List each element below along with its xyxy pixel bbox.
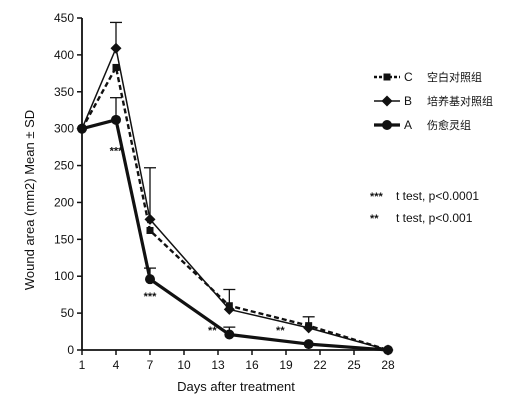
legend-marker-a <box>382 120 392 130</box>
data-point-a <box>224 329 235 340</box>
series-markers <box>76 42 394 356</box>
error-bars <box>110 21 315 335</box>
y-tick-label: 400 <box>54 48 74 62</box>
significance-label: *** <box>110 145 124 157</box>
axes: 0 50 100 150 200 250 300 350 400 450 1 4 7 10 13 16 19 2… <box>54 11 395 372</box>
legend-key-c: C <box>404 70 413 84</box>
y-tick-label: 50 <box>61 306 75 320</box>
legend-key-b: B <box>404 94 412 108</box>
data-point-a <box>303 339 314 350</box>
data-point-b <box>303 322 315 334</box>
significance-notes: *** t test, p<0.0001 ** t test, p<0.001 <box>370 189 479 225</box>
legend: C 空白对照组 B 培养基对照组 A 伤愈灵组 <box>374 70 493 132</box>
data-point-a <box>77 123 87 134</box>
data-point-a <box>383 345 393 355</box>
note-text: t test, p<0.0001 <box>396 189 479 203</box>
data-point-b <box>144 213 156 225</box>
data-point-a <box>145 274 155 285</box>
data-point-c <box>146 226 154 234</box>
significance-label: ** <box>276 325 285 337</box>
x-tick-label: 25 <box>347 358 361 372</box>
x-tick-label: 19 <box>279 358 293 372</box>
y-tick-label: 300 <box>54 122 74 136</box>
data-point-b <box>223 303 235 315</box>
y-tick-label: 100 <box>54 269 74 283</box>
y-tick-label: 250 <box>54 159 74 173</box>
y-ticks: 0 50 100 150 200 250 300 350 400 450 <box>54 11 82 357</box>
x-tick-label: 1 <box>79 358 86 372</box>
series-line-b <box>81 47 389 351</box>
note-marker: *** <box>370 191 384 203</box>
series-line-c <box>80 66 389 352</box>
y-tick-label: 0 <box>67 343 74 357</box>
x-tick-label: 10 <box>177 358 191 372</box>
legend-label-b: 培养基对照组 <box>427 94 493 108</box>
y-tick-label: 150 <box>54 232 74 246</box>
x-tick-label: 13 <box>211 358 225 372</box>
x-ticks: 1 4 7 10 13 16 19 22 25 28 <box>79 350 395 372</box>
note-text: t test, p<0.001 <box>396 211 473 225</box>
significance-label: ** <box>208 325 217 337</box>
legend-label-a: 伤愈灵组 <box>427 118 471 132</box>
y-tick-label: 350 <box>54 85 74 99</box>
x-tick-label: 28 <box>381 358 395 372</box>
significance-labels: ******** ** <box>110 145 286 336</box>
note-marker: ** <box>370 213 379 225</box>
x-tick-label: 22 <box>313 358 327 372</box>
data-point-a <box>111 114 121 125</box>
x-tick-label: 4 <box>113 358 120 372</box>
legend-marker-b <box>381 95 393 107</box>
data-point-b <box>110 42 122 54</box>
significance-label: *** <box>144 291 158 303</box>
legend-key-a: A <box>404 118 412 132</box>
x-axis-title: Days after treatment <box>177 379 295 394</box>
data-point-c <box>112 63 120 71</box>
x-tick-label: 7 <box>147 358 154 372</box>
y-tick-label: 450 <box>54 11 74 25</box>
legend-label-c: 空白对照组 <box>427 70 482 84</box>
legend-marker-c <box>383 73 391 81</box>
y-axis-title: Wound area (mm2) Mean ± SD <box>22 110 37 290</box>
series-line-a <box>81 118 389 352</box>
y-tick-label: 200 <box>54 195 74 209</box>
series-lines <box>80 47 389 352</box>
x-tick-label: 16 <box>245 358 259 372</box>
